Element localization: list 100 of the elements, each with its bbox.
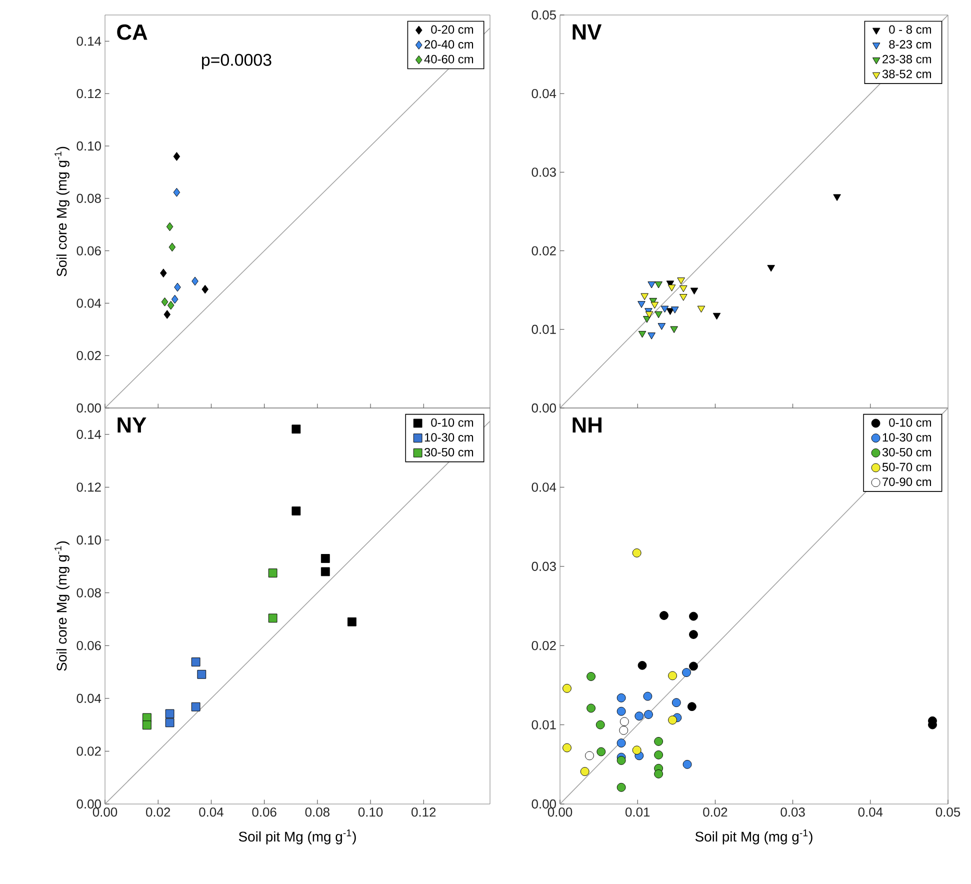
point [654,750,664,760]
point [585,751,594,760]
point [677,278,685,284]
point [173,152,180,161]
point [192,276,198,286]
y-tick-label: 0.03 [532,168,556,177]
y-tick-label: 0.04 [532,482,556,492]
point [643,692,652,701]
point [616,693,626,702]
x-tick-label: 0.10 [358,808,383,817]
point [165,718,174,728]
x-tick-label: 0.00 [548,808,572,817]
legend-label: 30-50 cm [424,448,474,456]
point [632,746,642,755]
y-tick-label: 0.08 [76,194,101,203]
y-tick-label: 0.02 [76,746,101,756]
x-tick-label: 0.02 [146,808,170,817]
point [689,612,698,621]
y-tick-label: 0.06 [76,641,101,650]
legend-label: 23-38 cm [882,54,931,64]
point [616,738,626,748]
point [174,282,181,292]
point [640,293,648,300]
point [347,617,356,626]
y-tick-label: 0.02 [76,351,101,360]
point [660,611,668,620]
point [616,706,626,716]
y-tick-label: 0.04 [532,89,556,98]
point [161,297,168,306]
x-tick-label: 0.06 [252,808,276,817]
point [654,311,662,318]
legend-label: 38-52 cm [882,70,931,78]
point [292,506,301,516]
point [660,306,669,313]
legend-label: 0-20 cm [431,25,474,34]
y-tick-label: 0.12 [76,89,101,98]
point [712,312,721,320]
point [638,301,646,308]
point [690,288,698,295]
point [682,668,691,677]
legend-label: 8-23 cm [889,40,931,49]
point [689,662,698,671]
point [654,281,662,288]
x-axis-title: Soil pit Mg (mg g$^{-1}$) [238,830,356,844]
point [173,188,180,197]
y-tick-label: 0.00 [532,403,556,413]
x-tick-label: 0.03 [780,808,805,817]
point [654,736,664,746]
point [620,717,629,726]
point [689,630,698,639]
legend-label: 30-50 cm [882,448,931,456]
annotation: p=0.0003 [202,54,272,70]
x-tick-label: 0.04 [199,808,224,817]
y-tick-label: 0.03 [532,562,556,571]
chart-title: CA [117,24,148,40]
legend-label: 10-30 cm [882,433,931,442]
y-tick-label: 0.01 [532,324,556,334]
legend-label: 70-90 cm [882,478,931,486]
point [648,281,656,288]
point [202,284,208,294]
point [672,698,681,708]
y-tick-label: 0.06 [76,246,101,256]
point [680,294,688,301]
y-tick-label: 0.04 [76,298,102,308]
point [596,720,605,730]
y-tick-label: 0.14 [76,430,102,439]
x-tick-label: 0.12 [412,808,436,817]
chart-title: NH [572,417,602,433]
point [668,716,677,724]
point [767,264,775,272]
point [833,194,841,202]
y-axis-title: Soil core Mg (mg g$^{-1}$) [54,146,70,276]
legend-label: 0-10 cm [431,418,474,427]
x-tick-label: 0.05 [936,808,960,817]
point [167,300,174,310]
point [580,767,590,776]
legend-label: 10-30 cm [424,433,474,442]
point [638,660,647,670]
legend-label: 50-70 cm [882,462,931,472]
point [171,294,178,304]
point [616,782,626,792]
point [292,424,301,434]
point [680,285,688,292]
point [658,323,666,330]
legend-label: 40-60 cm [424,54,474,64]
x-tick-label: 0.00 [92,808,118,817]
y-axis-title: Soil core Mg (mg g$^{-1}$) [54,541,70,671]
x-axis-title: Soil pit Mg (mg g$^{-1}$) [695,830,812,844]
point [320,567,330,576]
point [191,658,200,666]
point [191,702,200,712]
point [632,548,642,558]
point [670,326,678,334]
point [586,672,596,681]
point [650,302,659,309]
y-tick-label: 0.01 [532,720,556,730]
point [668,284,676,292]
point [616,756,626,765]
point [697,306,706,313]
y-tick-label: 0.14 [76,36,102,46]
